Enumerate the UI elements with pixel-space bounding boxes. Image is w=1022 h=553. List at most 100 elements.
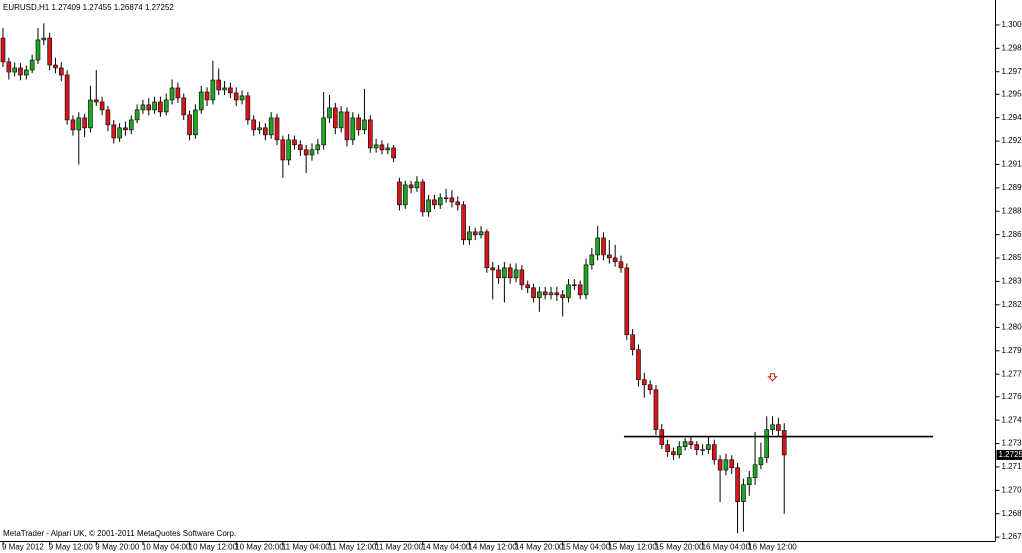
- x-tick-label: 16 May 04:00: [702, 543, 751, 552]
- candle-body: [607, 254, 612, 259]
- candle-body: [18, 67, 23, 76]
- candle-body: [0, 37, 6, 63]
- candle-body: [770, 424, 775, 430]
- x-tick-label: 9 May 2012: [2, 543, 44, 552]
- candle-body: [531, 287, 536, 299]
- candle-body: [140, 104, 146, 111]
- candle-body: [163, 99, 169, 113]
- candle-body: [99, 101, 105, 111]
- candle-body: [239, 95, 245, 101]
- x-tick-label: 16 May 12:00: [748, 543, 797, 552]
- candle-body: [175, 87, 181, 99]
- candle-body: [507, 267, 513, 279]
- y-tick-label: 1.28815: [1002, 206, 1022, 215]
- y-tick-label: 1.30010: [1002, 20, 1022, 29]
- candle-body: [24, 69, 29, 76]
- candle-body: [6, 61, 12, 73]
- x-tick-label: 10 May 12:00: [189, 543, 238, 552]
- candle-body: [338, 111, 344, 129]
- y-tick-label: 1.29115: [1002, 160, 1022, 169]
- candle-body: [706, 444, 711, 450]
- candle-body: [373, 144, 379, 149]
- candle-body: [309, 149, 315, 156]
- x-tick-label: 11 May 20:00: [375, 543, 423, 552]
- y-tick-label: 1.26875: [1002, 509, 1022, 518]
- y-tick-label: 1.27625: [1002, 392, 1022, 401]
- candle-body: [566, 284, 571, 299]
- candle-body: [327, 107, 332, 119]
- y-tick-label: 1.27325: [1002, 439, 1022, 448]
- candle-body: [688, 441, 694, 445]
- candle-body: [735, 467, 740, 503]
- candle-body: [472, 231, 478, 236]
- y-tick-label: 1.28070: [1002, 323, 1022, 332]
- x-tick-label: 10 May 20:00: [235, 543, 284, 552]
- candle-body: [292, 139, 297, 146]
- candle-body: [729, 459, 735, 469]
- current-price-box: [996, 449, 1022, 460]
- candle-body: [117, 127, 122, 139]
- current-price-label: 1.27252: [999, 450, 1022, 459]
- candle-body: [362, 119, 367, 131]
- candle-body: [519, 269, 525, 286]
- ohlc-close: 1.27252: [145, 3, 174, 12]
- candle-body: [484, 231, 490, 269]
- candle-body: [694, 444, 700, 450]
- candle-body: [385, 147, 391, 151]
- candle-body: [263, 127, 268, 136]
- candle-body: [105, 109, 111, 126]
- candle-body: [286, 139, 291, 161]
- candle-body: [676, 446, 682, 456]
- candle-body: [350, 117, 356, 141]
- candle-body: [618, 261, 624, 269]
- candle-body: [367, 119, 373, 149]
- x-tick-label: 10 May 04:00: [142, 543, 191, 552]
- candle-body: [210, 79, 216, 101]
- x-tick-label: 14 May 20:00: [515, 543, 564, 552]
- candle-body: [402, 184, 408, 206]
- candle-body: [88, 99, 93, 129]
- candle-body: [711, 444, 717, 461]
- y-tick-label: 1.29860: [1002, 43, 1022, 52]
- candle-body: [344, 111, 350, 141]
- y-tick-label: 1.28665: [1002, 230, 1022, 239]
- y-tick-label: 1.26725: [1002, 532, 1022, 541]
- candle-body: [723, 459, 729, 471]
- candle-body: [583, 264, 589, 296]
- candle-body: [379, 144, 385, 151]
- candle-body: [490, 267, 496, 271]
- y-tick-label: 1.29265: [1002, 136, 1022, 145]
- candle-body: [245, 95, 251, 121]
- candle-body: [432, 199, 437, 206]
- candle-body: [595, 237, 600, 256]
- candle-body: [158, 101, 163, 113]
- x-tick-label: 9 May 20:00: [95, 543, 140, 552]
- candle-body: [198, 91, 204, 111]
- candle-body: [746, 477, 752, 486]
- candle-body: [665, 444, 670, 452]
- candle-body: [268, 117, 274, 136]
- candle-body: [64, 74, 70, 121]
- candle-body: [315, 144, 321, 151]
- candle-body: [437, 197, 443, 206]
- ohlc-open: 1.27409: [51, 3, 80, 12]
- y-tick-label: 1.28515: [1002, 253, 1022, 262]
- candle-body: [764, 429, 770, 459]
- candle-body: [53, 64, 58, 69]
- candle-body: [682, 441, 688, 447]
- candle-body: [589, 254, 595, 266]
- candle-body: [513, 269, 519, 279]
- candle-body: [636, 349, 641, 381]
- candle-body: [758, 457, 764, 466]
- candle-body: [146, 104, 152, 111]
- candle-body: [397, 181, 402, 206]
- candle-body: [776, 424, 781, 431]
- candle-body: [542, 291, 548, 296]
- candle-body: [577, 284, 583, 296]
- candle-body: [70, 119, 76, 131]
- sell-arrow: [767, 373, 778, 382]
- x-tick-label: 14 May 12:00: [468, 543, 517, 552]
- candle-body: [700, 449, 705, 451]
- candle-body: [548, 292, 554, 296]
- candle-body: [496, 269, 501, 279]
